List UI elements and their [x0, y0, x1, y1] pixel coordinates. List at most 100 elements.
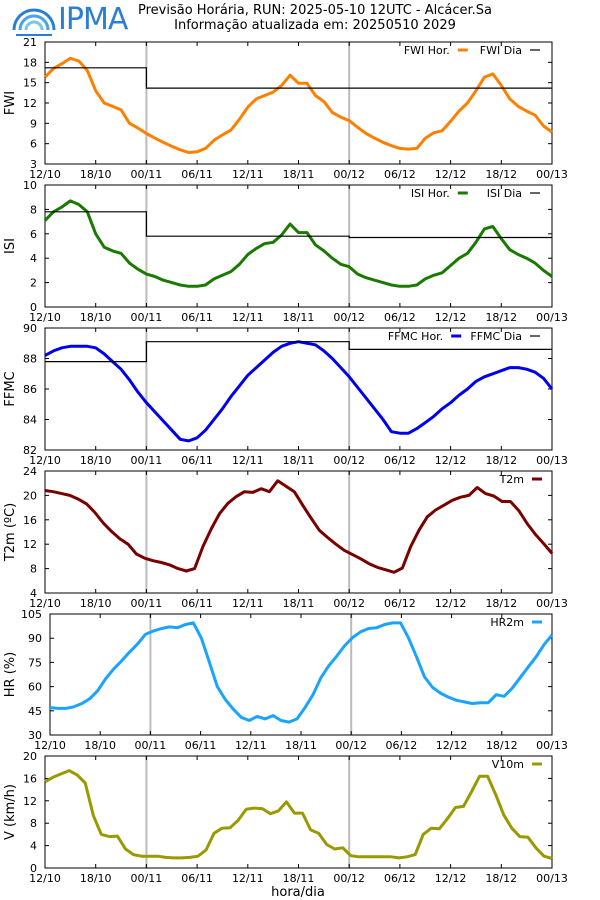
ffmc-ytick-label-3: 88 — [23, 353, 37, 366]
hr-xtick-label-10: 00/13 — [536, 739, 568, 752]
hr-xtick-label-8: 12/12 — [436, 739, 468, 752]
ipma-logo-icon — [12, 8, 56, 36]
t2m-xtick-label-9: 18/12 — [485, 597, 517, 610]
hr-ytick-label-3: 75 — [28, 656, 42, 669]
t2m-xtick-label-8: 12/12 — [435, 597, 467, 610]
ffmc-xtick-label-0: 12/10 — [29, 454, 61, 467]
isi-ytick-label-0: 0 — [30, 301, 37, 314]
t2m-xtick-label-2: 00/11 — [131, 597, 163, 610]
t2m-ytick-label-1: 8 — [30, 563, 37, 576]
fwi-xtick-label-10: 00/13 — [536, 168, 568, 181]
isi-ytick-label-3: 6 — [30, 228, 37, 241]
t2m-ytick-label-0: 4 — [30, 587, 37, 600]
v-legend-label: V10m — [492, 758, 524, 771]
isi-ylabel: ISI — [3, 238, 18, 254]
v-ylabel: V (km/h) — [3, 784, 18, 840]
v-xtick-label-2: 00/11 — [131, 872, 163, 885]
fwi-legend-hourly-label: FWI Hor. — [404, 44, 450, 57]
ffmc-ytick-label-0: 82 — [23, 444, 37, 457]
t2m-ytick-label-2: 12 — [23, 538, 37, 551]
fwi-xtick-label-7: 06/12 — [384, 168, 416, 181]
fwi-xtick-label-1: 18/10 — [80, 168, 112, 181]
v-xtick-label-4: 12/11 — [232, 872, 264, 885]
ffmc-frame — [44, 327, 553, 451]
v-xtick-label-1: 18/10 — [80, 872, 112, 885]
isi-legend-daily-label: ISI Dia — [487, 187, 522, 200]
t2m-xtick-label-4: 12/11 — [232, 597, 264, 610]
t2m-ytick-label-3: 16 — [23, 514, 37, 527]
ffmc-xtick-label-7: 06/12 — [384, 454, 416, 467]
t2m-xtick-label-6: 00/12 — [333, 597, 365, 610]
ffmc-xtick-label-3: 06/11 — [181, 454, 213, 467]
v-xtick-label-8: 12/12 — [435, 872, 467, 885]
isi-xtick-label-2: 00/11 — [131, 311, 163, 324]
ffmc-ytick-label-1: 84 — [23, 414, 37, 427]
v-ytick-label-5: 20 — [23, 750, 37, 763]
ipma-logo — [12, 8, 56, 36]
page-title: Previsão Horária, RUN: 2025-05-10 12UTC … — [120, 3, 510, 33]
fwi-ytick-label-2: 9 — [30, 117, 37, 130]
isi-xtick-label-4: 12/11 — [232, 311, 264, 324]
hr-ytick-label-5: 105 — [21, 608, 42, 621]
t2m-ylabel: T2m (ºC) — [3, 503, 18, 562]
ffmc-xtick-label-8: 12/12 — [435, 454, 467, 467]
hr-ylabel: HR (%) — [3, 652, 18, 697]
ffmc-xtick-label-6: 00/12 — [333, 454, 365, 467]
hr-xtick-label-4: 12/11 — [235, 739, 267, 752]
hr-xtick-label-3: 06/11 — [185, 739, 217, 752]
fwi-ytick-label-6: 21 — [23, 36, 37, 49]
header: IPMA Previsão Horária, RUN: 2025-05-10 1… — [0, 0, 600, 40]
ffmc-panel: 82 84 86 88 90 12/10 18/10 00/11 06/11 12/11 18/11… — [3, 322, 568, 467]
fwi-daily-step-line — [45, 67, 552, 89]
isi-legend-hourly-label: ISI Hor. — [411, 187, 450, 200]
ffmc-ytick-label-4: 90 — [23, 322, 37, 335]
x-axis-title: hora/dia — [271, 885, 325, 900]
t2m-ytick-label-5: 24 — [23, 465, 37, 478]
ipma-logo-text: IPMA — [58, 2, 128, 37]
t2m-xtick-label-3: 06/11 — [181, 597, 213, 610]
v-panel: 0 4 8 12 16 20 12/10 18/10 00/11 06/11 12/11 18/11 0… — [3, 750, 568, 885]
v-xtick-label-7: 06/12 — [384, 872, 416, 885]
isi-ytick-label-1: 2 — [30, 277, 37, 290]
fwi-ytick-label-1: 6 — [30, 138, 37, 151]
isi-ytick-label-2: 4 — [30, 252, 37, 265]
hr-ytick-label-1: 45 — [28, 705, 42, 718]
ffmc-legend-daily-label: FFMC Dia — [470, 330, 522, 343]
ffmc-xtick-label-2: 00/11 — [131, 454, 163, 467]
hr-xtick-label-1: 18/10 — [84, 739, 116, 752]
ffmc-legend-hourly-label: FFMC Hor. — [388, 330, 443, 343]
fwi-legend-daily-label: FWI Dia — [480, 44, 522, 57]
ffmc-series-line — [44, 340, 554, 443]
ffmc-xtick-label-10: 00/13 — [536, 454, 568, 467]
t2m-xtick-label-0: 12/10 — [29, 597, 61, 610]
fwi-frame — [44, 41, 553, 165]
isi-daily-step-line — [45, 211, 552, 239]
t2m-xtick-label-1: 18/10 — [80, 597, 112, 610]
fwi-ytick-label-3: 12 — [23, 97, 37, 110]
isi-panel: 0 2 4 6 8 10 12/10 18/10 00/11 06/11 12/11 18/11 00/… — [3, 179, 568, 324]
isi-xtick-label-10: 00/13 — [536, 311, 568, 324]
fwi-ytick-label-0: 3 — [30, 158, 37, 171]
hr-ytick-label-0: 30 — [28, 729, 42, 742]
t2m-legend-label: T2m — [499, 473, 524, 486]
hr-frame — [49, 613, 553, 736]
isi-xtick-label-1: 18/10 — [80, 311, 112, 324]
fwi-xtick-label-9: 18/12 — [485, 168, 517, 181]
isi-xtick-label-5: 18/11 — [283, 311, 315, 324]
t2m-ytick-label-4: 20 — [23, 489, 37, 502]
v-xtick-label-0: 12/10 — [29, 872, 61, 885]
fwi-xtick-label-0: 12/10 — [29, 168, 61, 181]
isi-xtick-label-6: 00/12 — [333, 311, 365, 324]
hr-xtick-label-5: 18/11 — [285, 739, 317, 752]
v-ytick-label-2: 8 — [30, 817, 37, 830]
t2m-panel: 4 8 12 16 20 24 12/10 18/10 00/11 06/11 12/11 18/11… — [3, 465, 568, 610]
v-series-line — [44, 769, 553, 860]
fwi-series-line — [43, 56, 553, 154]
hr-ytick-label-4: 90 — [28, 632, 42, 645]
ffmc-ylabel: FFMC — [3, 371, 18, 406]
fwi-xtick-label-5: 18/11 — [283, 168, 315, 181]
isi-xtick-label-9: 18/12 — [485, 311, 517, 324]
ffmc-xtick-label-5: 18/11 — [283, 454, 315, 467]
title-line-run: Previsão Horária, RUN: 2025-05-10 12UTC … — [137, 3, 493, 18]
